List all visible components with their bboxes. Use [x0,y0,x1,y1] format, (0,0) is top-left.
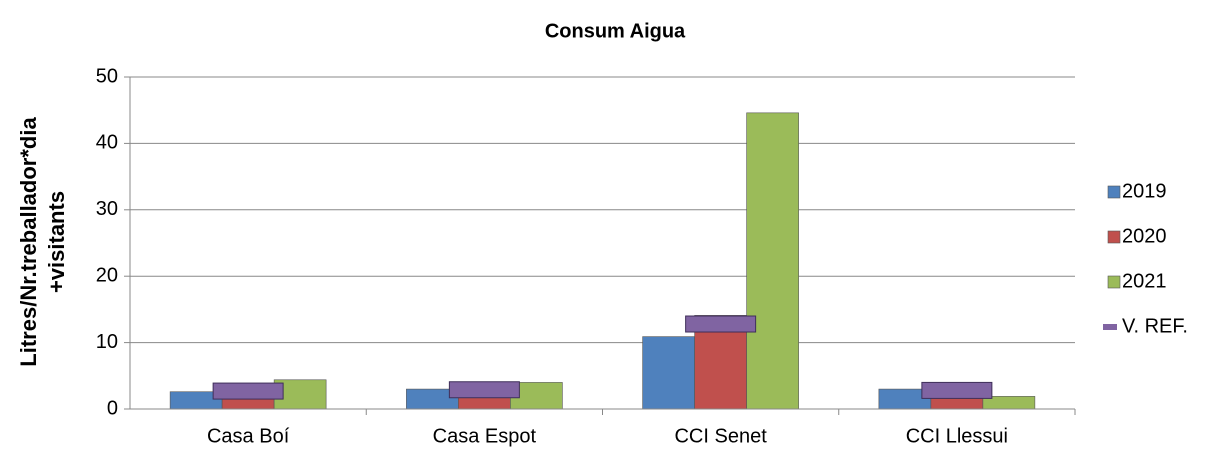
reference-marker [921,381,993,399]
x-tick-label: Casa Espot [433,425,537,447]
bar [642,336,695,410]
y-tick-label: 10 [96,331,118,353]
legend-label: 2019 [1122,180,1167,202]
x-tick-label: CCI Llessui [906,425,1008,447]
y-tick-label: 40 [96,132,118,154]
x-tick-label: Casa Boí [207,425,290,447]
legend-swatch [1107,185,1121,199]
bar [746,112,799,410]
y-tick-label: 30 [96,198,118,220]
chart-title: Consum Aigua [545,20,686,42]
legend-label: 2021 [1122,270,1167,292]
legend-swatch [1107,275,1121,289]
reference-marker [448,381,520,399]
reference-marker [685,315,757,333]
y-tick-label: 20 [96,264,118,286]
y-axis-label: Litres/Nr.treballador*dia [16,117,41,367]
x-tick-label: CCI Senet [674,425,767,447]
reference-marker [212,382,284,400]
legend-swatch [1107,230,1121,244]
y-tick-label: 50 [96,65,118,87]
y-axis-label: +visitants [44,191,69,293]
legend-label: V. REF. [1122,315,1188,337]
legend-swatch [1103,324,1117,330]
legend-label: 2020 [1122,225,1167,247]
y-tick-label: 0 [107,397,118,419]
